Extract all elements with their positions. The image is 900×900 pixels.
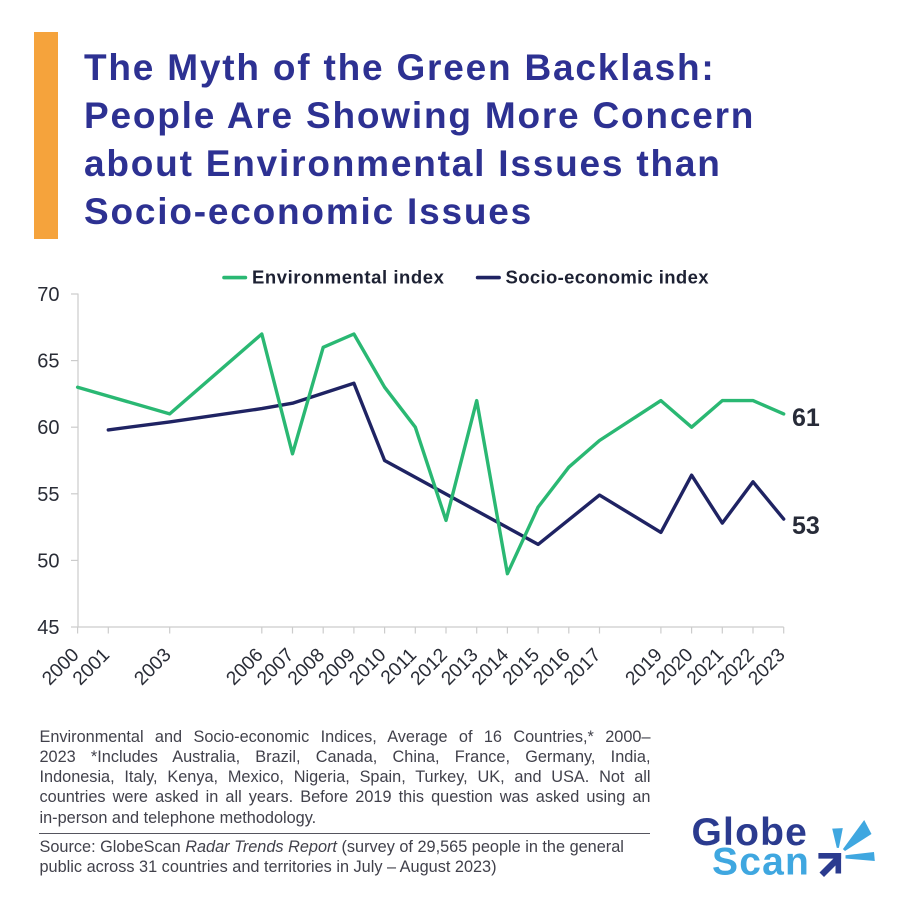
svg-text:2017: 2017 — [560, 645, 605, 690]
svg-text:2003: 2003 — [131, 645, 176, 690]
svg-text:2023: 2023 — [745, 645, 790, 690]
svg-text:60: 60 — [37, 417, 59, 439]
svg-text:65: 65 — [37, 351, 59, 373]
svg-text:53: 53 — [792, 512, 820, 540]
svg-text:Globe: Globe — [692, 811, 809, 854]
svg-text:70: 70 — [37, 284, 59, 306]
svg-text:Scan: Scan — [712, 840, 810, 883]
svg-text:45: 45 — [37, 617, 59, 639]
svg-text:61: 61 — [792, 404, 820, 432]
svg-text:55: 55 — [37, 484, 59, 506]
svg-text:50: 50 — [37, 550, 59, 572]
svg-text:Environmental index: Environmental index — [252, 267, 445, 288]
svg-text:2001: 2001 — [69, 645, 114, 690]
svg-text:Socio-economic index: Socio-economic index — [506, 267, 710, 288]
